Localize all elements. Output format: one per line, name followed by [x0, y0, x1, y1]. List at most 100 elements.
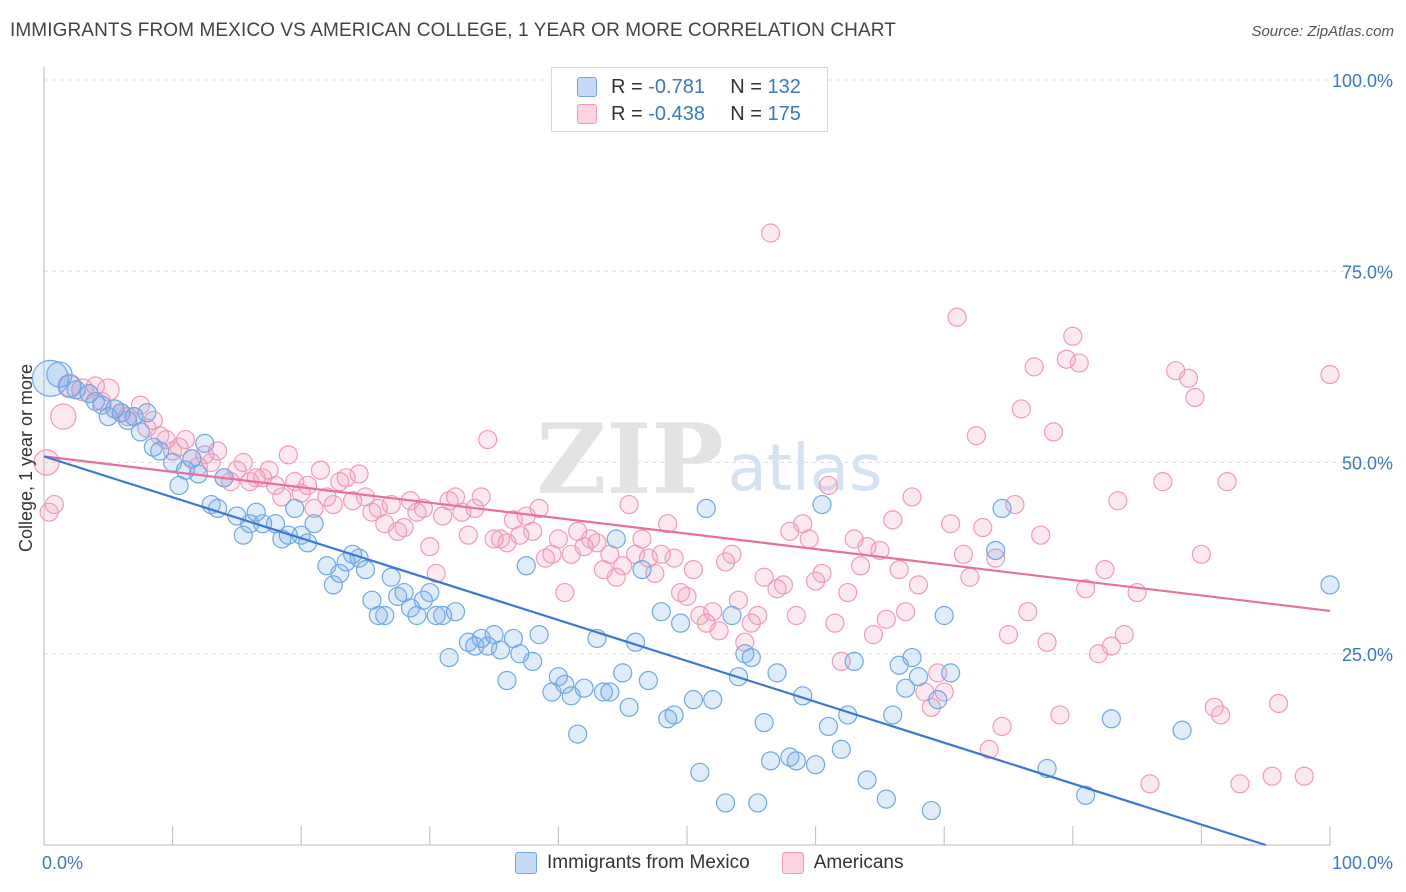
americans-point: [683, 559, 704, 580]
legend-row-americans: R = -0.438 N = 175: [577, 101, 801, 127]
mexico-point: [1320, 575, 1340, 595]
americans-point: [632, 529, 652, 549]
mexico-point: [857, 770, 877, 790]
mexico-point: [471, 628, 491, 649]
mexico-point: [478, 636, 498, 656]
mexico-point: [896, 678, 916, 698]
mexico-point: [941, 663, 961, 683]
americans-point: [130, 395, 151, 415]
legend-item-americans[interactable]: Americans: [781, 852, 904, 874]
americans-point: [805, 571, 826, 591]
r-value: -0.781: [648, 75, 705, 98]
mexico-point: [246, 502, 266, 522]
series-americans: [33, 223, 1340, 794]
americans-point: [973, 517, 993, 538]
mexico-point: [786, 751, 806, 771]
americans-point: [1230, 774, 1250, 794]
americans-point: [1043, 422, 1064, 442]
mexico-point: [523, 651, 543, 672]
mexico-point: [908, 667, 929, 687]
mexico-point: [117, 410, 138, 431]
americans-point: [812, 563, 832, 584]
mexico-point: [715, 793, 736, 813]
americans-point: [1204, 697, 1224, 717]
americans-point: [1076, 579, 1096, 599]
legend-swatch-pink: [781, 852, 804, 874]
trend-lines: [43, 455, 1331, 847]
n-label: N =: [730, 102, 768, 125]
chart-title: IMMIGRANTS FROM MEXICO VS AMERICAN COLLE…: [10, 20, 896, 41]
legend-row-mexico: R = -0.781 N = 132: [577, 74, 801, 100]
mexico-point: [818, 716, 839, 737]
americans-point: [960, 567, 980, 587]
americans-point: [555, 582, 575, 603]
americans-point: [934, 682, 954, 702]
mexico-point: [760, 751, 781, 771]
x-tick-label: 100.0%: [1332, 853, 1393, 873]
americans-point: [1217, 472, 1237, 492]
mexico-point: [986, 540, 1006, 561]
americans-point: [1031, 525, 1051, 545]
americans-point: [175, 429, 196, 450]
mexico-point: [439, 647, 459, 668]
mexico-point: [433, 605, 453, 626]
y-axis-label: College, 1 year or more: [16, 364, 36, 552]
americans-point: [741, 613, 761, 633]
correlation-legend: R = -0.781 N = 132 R = -0.438 N = 175: [551, 67, 828, 132]
mexico-point: [445, 602, 466, 622]
mexico-point: [703, 690, 723, 710]
n-value: 132: [767, 75, 801, 98]
americans-point: [523, 521, 543, 541]
americans-point: [883, 510, 903, 530]
mexico-point: [690, 762, 710, 782]
americans-point: [645, 563, 665, 584]
americans-point: [703, 602, 723, 622]
americans-point: [195, 445, 215, 465]
americans-point: [1095, 559, 1115, 580]
mexico-point: [529, 625, 549, 645]
americans-point: [278, 445, 298, 465]
americans-point: [426, 563, 446, 584]
americans-point: [57, 373, 83, 399]
americans-point: [323, 494, 343, 515]
americans-point: [1140, 774, 1160, 794]
americans-point: [902, 487, 922, 507]
y-tick-label: 25.0%: [1342, 645, 1393, 665]
americans-point: [298, 475, 318, 496]
mexico-point: [606, 529, 626, 549]
americans-point: [818, 475, 839, 496]
americans-point: [1056, 349, 1076, 369]
americans-point: [1114, 625, 1134, 645]
americans-point: [1153, 472, 1173, 492]
americans-point: [587, 533, 607, 553]
legend-item-mexico[interactable]: Immigrants from Mexico: [515, 852, 750, 874]
mexico-point: [696, 498, 716, 518]
americans-point: [786, 605, 806, 626]
mexico-point: [355, 559, 376, 580]
mexico-point: [1101, 709, 1121, 729]
americans-point: [44, 494, 64, 515]
r-label: R =: [611, 75, 649, 98]
americans-point: [548, 529, 569, 549]
y-tick-label: 50.0%: [1342, 454, 1393, 474]
mexico-point: [844, 651, 864, 672]
americans-point: [722, 544, 742, 564]
americans-point: [619, 494, 639, 515]
americans-point: [1320, 364, 1340, 385]
mexico-point: [150, 441, 170, 461]
americans-point: [709, 621, 729, 641]
mexico-point: [516, 556, 536, 576]
americans-point: [343, 491, 363, 511]
mexico-point: [381, 567, 401, 587]
americans-point: [317, 487, 337, 507]
mexico-point: [754, 712, 774, 733]
mexico-point: [105, 399, 125, 419]
americans-point: [33, 449, 60, 476]
legend-label: Americans: [813, 852, 904, 873]
americans-point: [336, 468, 356, 488]
mexico-point: [66, 380, 86, 400]
x-tick-label: 0.0%: [42, 853, 83, 873]
legend-swatch-blue: [515, 852, 537, 874]
mexico-point: [600, 682, 620, 702]
americans-point: [1050, 705, 1070, 725]
